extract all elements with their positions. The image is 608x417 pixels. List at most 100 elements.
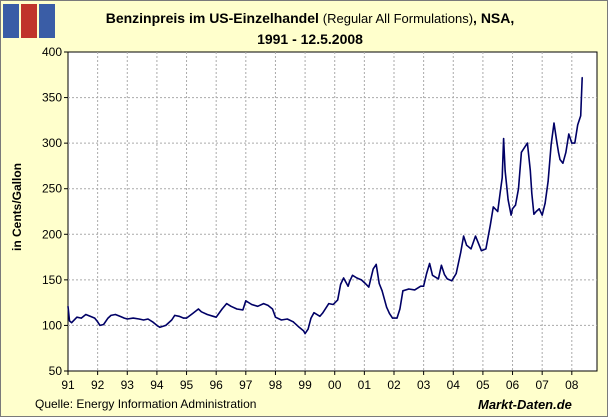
data-point (504, 169, 506, 172)
data-point (571, 142, 573, 144)
data-point (89, 315, 91, 317)
data-point (132, 317, 134, 319)
x-tick-label: 08 (565, 378, 579, 392)
data-point (388, 312, 391, 315)
logo-tile-2 (21, 4, 37, 38)
x-tick-label: 96 (209, 378, 223, 392)
x-tick-label: 92 (91, 378, 105, 392)
data-point (574, 142, 576, 144)
data-point (138, 318, 140, 320)
data-point (399, 308, 401, 310)
data-point (171, 319, 173, 321)
data-point (533, 213, 535, 215)
x-tick-label: 07 (535, 378, 549, 392)
data-point (307, 328, 309, 330)
data-point (480, 250, 483, 252)
data-point (178, 315, 180, 317)
data-point (303, 330, 305, 332)
data-point (322, 312, 324, 314)
data-point (310, 317, 312, 319)
data-point (559, 158, 561, 161)
data-point (523, 147, 525, 149)
data-point (492, 206, 494, 208)
data-point (197, 308, 199, 310)
data-point (391, 317, 394, 319)
data-point (451, 280, 453, 282)
data-point (500, 188, 502, 190)
y-tick-label: 400 (42, 45, 62, 59)
data-point (340, 283, 342, 286)
data-point (497, 210, 499, 213)
source-note: Quelle: Energy Information Administratio… (35, 397, 257, 411)
data-point (577, 124, 579, 126)
y-tick-label: 150 (42, 273, 62, 287)
data-point (212, 315, 214, 317)
data-point (470, 248, 472, 250)
brand-link[interactable]: Markt-Daten.de (478, 397, 572, 412)
data-point (396, 317, 398, 319)
data-point (147, 318, 149, 320)
data-point (182, 317, 185, 319)
plot-area (67, 51, 598, 372)
x-tick-label: 01 (358, 378, 372, 392)
data-point (94, 317, 96, 319)
data-point (119, 315, 121, 317)
data-point (501, 177, 503, 179)
data-point (378, 282, 380, 285)
data-point (580, 115, 582, 117)
title-tail: , NSA, (473, 10, 515, 26)
data-point (174, 314, 176, 317)
data-point (385, 306, 388, 308)
data-point (159, 326, 161, 328)
logo-tile-1 (3, 4, 19, 38)
data-point (185, 317, 188, 319)
data-point (408, 288, 410, 290)
y-tick-label: 50 (49, 364, 63, 378)
data-point (544, 202, 546, 204)
data-point (375, 263, 377, 265)
data-point (517, 188, 520, 190)
chart-title: Benzinpreis im US-Einzelhandel (Regular … (60, 8, 560, 49)
data-point (348, 281, 351, 283)
x-tick-label: 05 (476, 378, 490, 392)
data-point (80, 317, 82, 319)
data-point (431, 274, 434, 276)
x-tick-label: 95 (180, 378, 194, 392)
data-point (420, 285, 422, 287)
data-point (298, 326, 300, 328)
data-point (460, 251, 462, 254)
data-point (142, 319, 145, 321)
title-paren: (Regular All Formulations) (322, 11, 474, 26)
data-point (67, 305, 69, 307)
data-point (156, 324, 158, 327)
data-point (191, 312, 194, 315)
data-point (215, 316, 217, 318)
data-point (360, 279, 362, 281)
x-tick-label: 97 (239, 378, 253, 392)
data-point (514, 204, 517, 206)
data-point (368, 286, 370, 288)
data-point (507, 199, 509, 201)
data-point (151, 321, 154, 323)
data-point (236, 308, 238, 310)
data-point (245, 300, 247, 302)
data-point (562, 162, 564, 164)
x-tick-label: 03 (417, 378, 431, 392)
chart-logo-icon (3, 4, 55, 38)
y-tick-label: 300 (42, 136, 62, 150)
data-point (114, 313, 117, 316)
data-point (337, 299, 339, 301)
data-point (110, 314, 112, 317)
data-point (328, 302, 330, 305)
data-point (538, 208, 540, 210)
data-point (557, 151, 560, 153)
y-tick-label: 250 (42, 182, 62, 196)
data-point (425, 272, 428, 275)
data-point (343, 277, 345, 279)
data-point (313, 312, 315, 314)
data-point (123, 317, 125, 319)
x-tick-label: 91 (61, 378, 75, 392)
data-point (225, 302, 228, 305)
data-point (485, 248, 487, 250)
data-point (565, 151, 567, 153)
